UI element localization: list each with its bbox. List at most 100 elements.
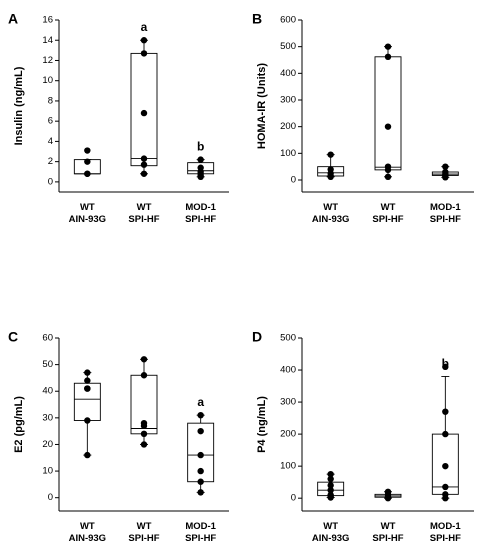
data-point	[442, 174, 449, 181]
y-tick-label: 60	[42, 333, 53, 344]
data-point	[197, 173, 204, 181]
data-point	[84, 451, 91, 459]
data-point	[84, 385, 91, 392]
data-point	[384, 494, 392, 502]
significance-label: a	[197, 395, 204, 409]
data-point	[384, 53, 392, 60]
y-tick-label: 500	[280, 41, 296, 52]
category-label: SPI-HF	[430, 533, 461, 544]
data-point	[84, 369, 91, 376]
category-label: MOD-1	[185, 521, 216, 532]
data-point	[384, 166, 392, 174]
data-point	[384, 123, 392, 130]
data-point	[84, 158, 91, 165]
category-label: AIN-93G	[69, 533, 106, 544]
panel-letter: B	[252, 11, 262, 27]
y-tick-label: 100	[280, 148, 296, 159]
data-point	[442, 408, 449, 415]
y-tick-label: 200	[280, 121, 296, 132]
data-point	[140, 109, 148, 117]
y-tick-label: 0	[291, 493, 296, 504]
category-label: SPI-HF	[372, 533, 403, 544]
data-point	[197, 478, 204, 485]
data-point	[384, 43, 392, 50]
y-tick-label: 600	[280, 15, 296, 26]
data-point	[442, 430, 449, 438]
category-label: AIN-93G	[312, 533, 349, 544]
data-point	[140, 155, 148, 162]
data-point	[327, 173, 334, 180]
y-axis-label: Insulin (ng/mL)	[13, 66, 25, 145]
y-tick-label: 0	[48, 492, 53, 503]
y-tick-label: 20	[42, 439, 53, 450]
data-point	[327, 470, 334, 478]
data-point	[442, 483, 449, 491]
category-label: WT	[323, 202, 338, 213]
y-tick-label: 10	[42, 75, 53, 86]
data-point	[197, 411, 204, 419]
data-point	[384, 173, 392, 180]
panel-letter: A	[8, 11, 18, 27]
data-point	[140, 161, 148, 168]
y-axis-label: P4 (ng/mL)	[256, 396, 268, 453]
data-point	[84, 170, 91, 177]
data-point	[197, 467, 204, 475]
data-point	[442, 494, 449, 502]
category-label: AIN-93G	[312, 214, 349, 225]
category-label: AIN-93G	[69, 214, 106, 225]
box	[73, 382, 101, 421]
data-point	[442, 163, 449, 170]
data-point	[140, 50, 148, 57]
data-point	[140, 37, 148, 44]
data-point	[140, 430, 148, 438]
category-label: SPI-HF	[185, 533, 216, 544]
category-label: WT	[137, 521, 152, 532]
category-label: MOD-1	[185, 202, 216, 213]
category-label: SPI-HF	[185, 214, 216, 225]
category-label: SPI-HF	[372, 214, 403, 225]
category-label: MOD-1	[430, 521, 461, 532]
category-label: SPI-HF	[128, 533, 159, 544]
box	[374, 56, 402, 171]
data-point	[84, 417, 91, 424]
y-axis-label: E2 (pg/mL)	[13, 396, 25, 453]
data-point	[140, 441, 148, 448]
data-point	[442, 462, 449, 470]
significance-label: b	[197, 140, 204, 154]
y-tick-label: 200	[280, 429, 296, 440]
y-tick-label: 300	[280, 397, 296, 408]
y-tick-label: 30	[42, 412, 53, 423]
panel-letter: D	[252, 329, 262, 345]
category-label: MOD-1	[430, 202, 461, 213]
data-point	[84, 377, 91, 384]
box	[130, 52, 158, 167]
category-label: WT	[80, 202, 95, 213]
y-tick-label: 6	[48, 116, 53, 127]
y-tick-label: 12	[42, 55, 53, 66]
y-tick-label: 14	[42, 35, 53, 46]
y-tick-label: 2	[48, 156, 53, 167]
y-axis-label: HOMA-IR (Units)	[256, 63, 268, 149]
data-point	[140, 170, 148, 177]
y-tick-label: 50	[42, 359, 53, 370]
y-tick-label: 16	[42, 15, 53, 26]
data-point	[197, 451, 204, 459]
panel-letter: C	[8, 329, 18, 345]
category-label: WT	[80, 521, 95, 532]
data-point	[327, 151, 334, 158]
